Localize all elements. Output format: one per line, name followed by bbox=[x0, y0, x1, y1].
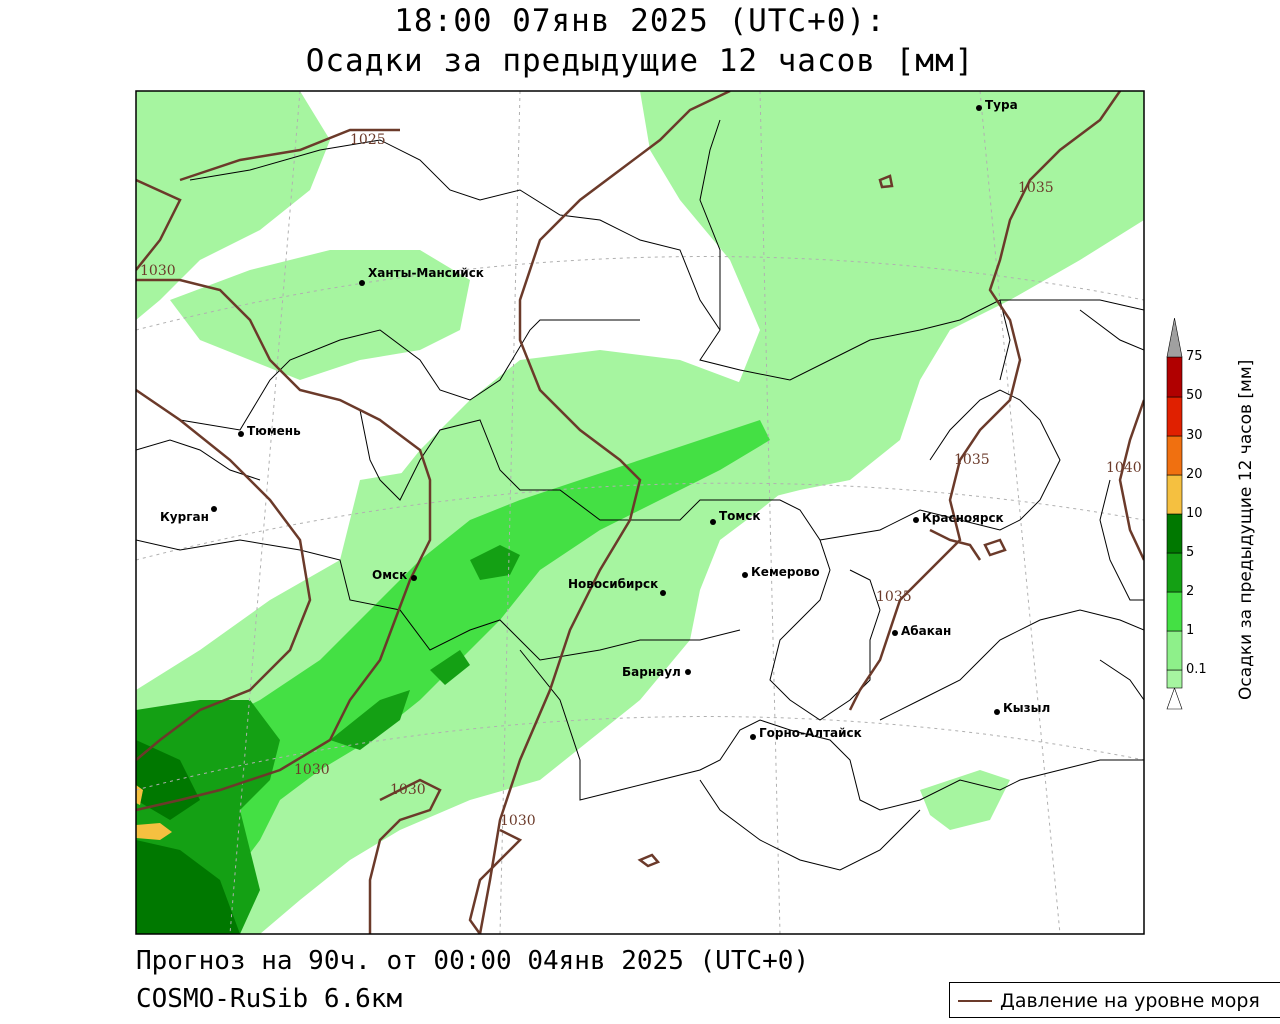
city-label: Кемерово bbox=[751, 565, 820, 579]
city-label: Новосибирск bbox=[568, 577, 658, 591]
city-label: Омск bbox=[372, 568, 407, 582]
map-subtitle: Осадки за предыдущие 12 часов [мм] bbox=[305, 43, 975, 79]
city-label: Тюмень bbox=[247, 424, 301, 438]
pressure-legend-label: Давление на уровне моря bbox=[1000, 990, 1260, 1012]
colorbar-segment bbox=[1166, 591, 1183, 632]
isobar-label: 1035 bbox=[876, 589, 912, 605]
colorbar-tick: 30 bbox=[1186, 428, 1203, 443]
colorbar-tick: 0.1 bbox=[1186, 662, 1207, 677]
colorbar-tick: 10 bbox=[1186, 506, 1203, 521]
city-label: Ханты-Мансийск bbox=[368, 266, 484, 280]
colorbar bbox=[1166, 317, 1183, 710]
city-label: Красноярск bbox=[922, 511, 1004, 525]
colorbar-segment bbox=[1166, 552, 1183, 593]
colorbar-tick: 2 bbox=[1186, 584, 1195, 599]
pressure-legend: Давление на уровне моря bbox=[949, 982, 1280, 1018]
colorbar-segment bbox=[1166, 435, 1183, 476]
map-title: 18:00 07янв 2025 (UTC+0): bbox=[394, 3, 886, 39]
colorbar-low-cap bbox=[1166, 687, 1183, 710]
model-name: COSMO-RuSib 6.6км bbox=[136, 984, 403, 1014]
colorbar-high-cap bbox=[1166, 317, 1183, 358]
colorbar-segment bbox=[1166, 513, 1183, 554]
city-group: Тура Ханты-Мансийск Тюмень Курган Омск Н… bbox=[160, 98, 1050, 740]
map-frame bbox=[135, 90, 1145, 935]
city-label: Курган bbox=[160, 510, 209, 524]
forecast-info: Прогноз на 90ч. от 00:00 04янв 2025 (UTC… bbox=[136, 946, 810, 976]
isobar-label-group: 1025 1030 1035 1035 1035 1040 1030 1030 … bbox=[140, 132, 1142, 829]
city-label: Абакан bbox=[901, 624, 951, 638]
graticule bbox=[136, 91, 1144, 934]
colorbar-segment bbox=[1166, 630, 1183, 671]
city-label: Томск bbox=[719, 509, 761, 523]
isobar-label: 1035 bbox=[1018, 180, 1054, 196]
colorbar-segment bbox=[1166, 669, 1183, 689]
city-label: Барнаул bbox=[622, 665, 681, 679]
colorbar-segment bbox=[1166, 474, 1183, 515]
colorbar-segment bbox=[1166, 396, 1183, 437]
isobar-label: 1030 bbox=[294, 762, 330, 778]
isobar-label: 1040 bbox=[1106, 460, 1142, 476]
isobar-label: 1030 bbox=[390, 782, 426, 798]
admin-borders bbox=[136, 119, 1144, 871]
colorbar-title: Осадки за предыдущие 12 часов [мм] bbox=[1236, 359, 1256, 700]
colorbar-tick: 5 bbox=[1186, 545, 1195, 560]
city-label: Кызыл bbox=[1003, 701, 1050, 715]
pressure-line-swatch bbox=[958, 1000, 992, 1002]
isobar-label: 1025 bbox=[350, 132, 386, 148]
colorbar-tick: 75 bbox=[1186, 349, 1203, 364]
colorbar-segment bbox=[1166, 356, 1183, 398]
isobar-label: 1035 bbox=[954, 452, 990, 468]
isobars bbox=[136, 91, 1144, 934]
colorbar-tick: 20 bbox=[1186, 467, 1203, 482]
city-label: Горно-Алтайск bbox=[759, 726, 862, 740]
colorbar-tick: 1 bbox=[1186, 623, 1195, 638]
isobar-label: 1030 bbox=[140, 263, 176, 279]
colorbar-tick: 50 bbox=[1186, 388, 1203, 403]
city-label: Тура bbox=[985, 98, 1018, 112]
isobar-label: 1030 bbox=[500, 813, 536, 829]
